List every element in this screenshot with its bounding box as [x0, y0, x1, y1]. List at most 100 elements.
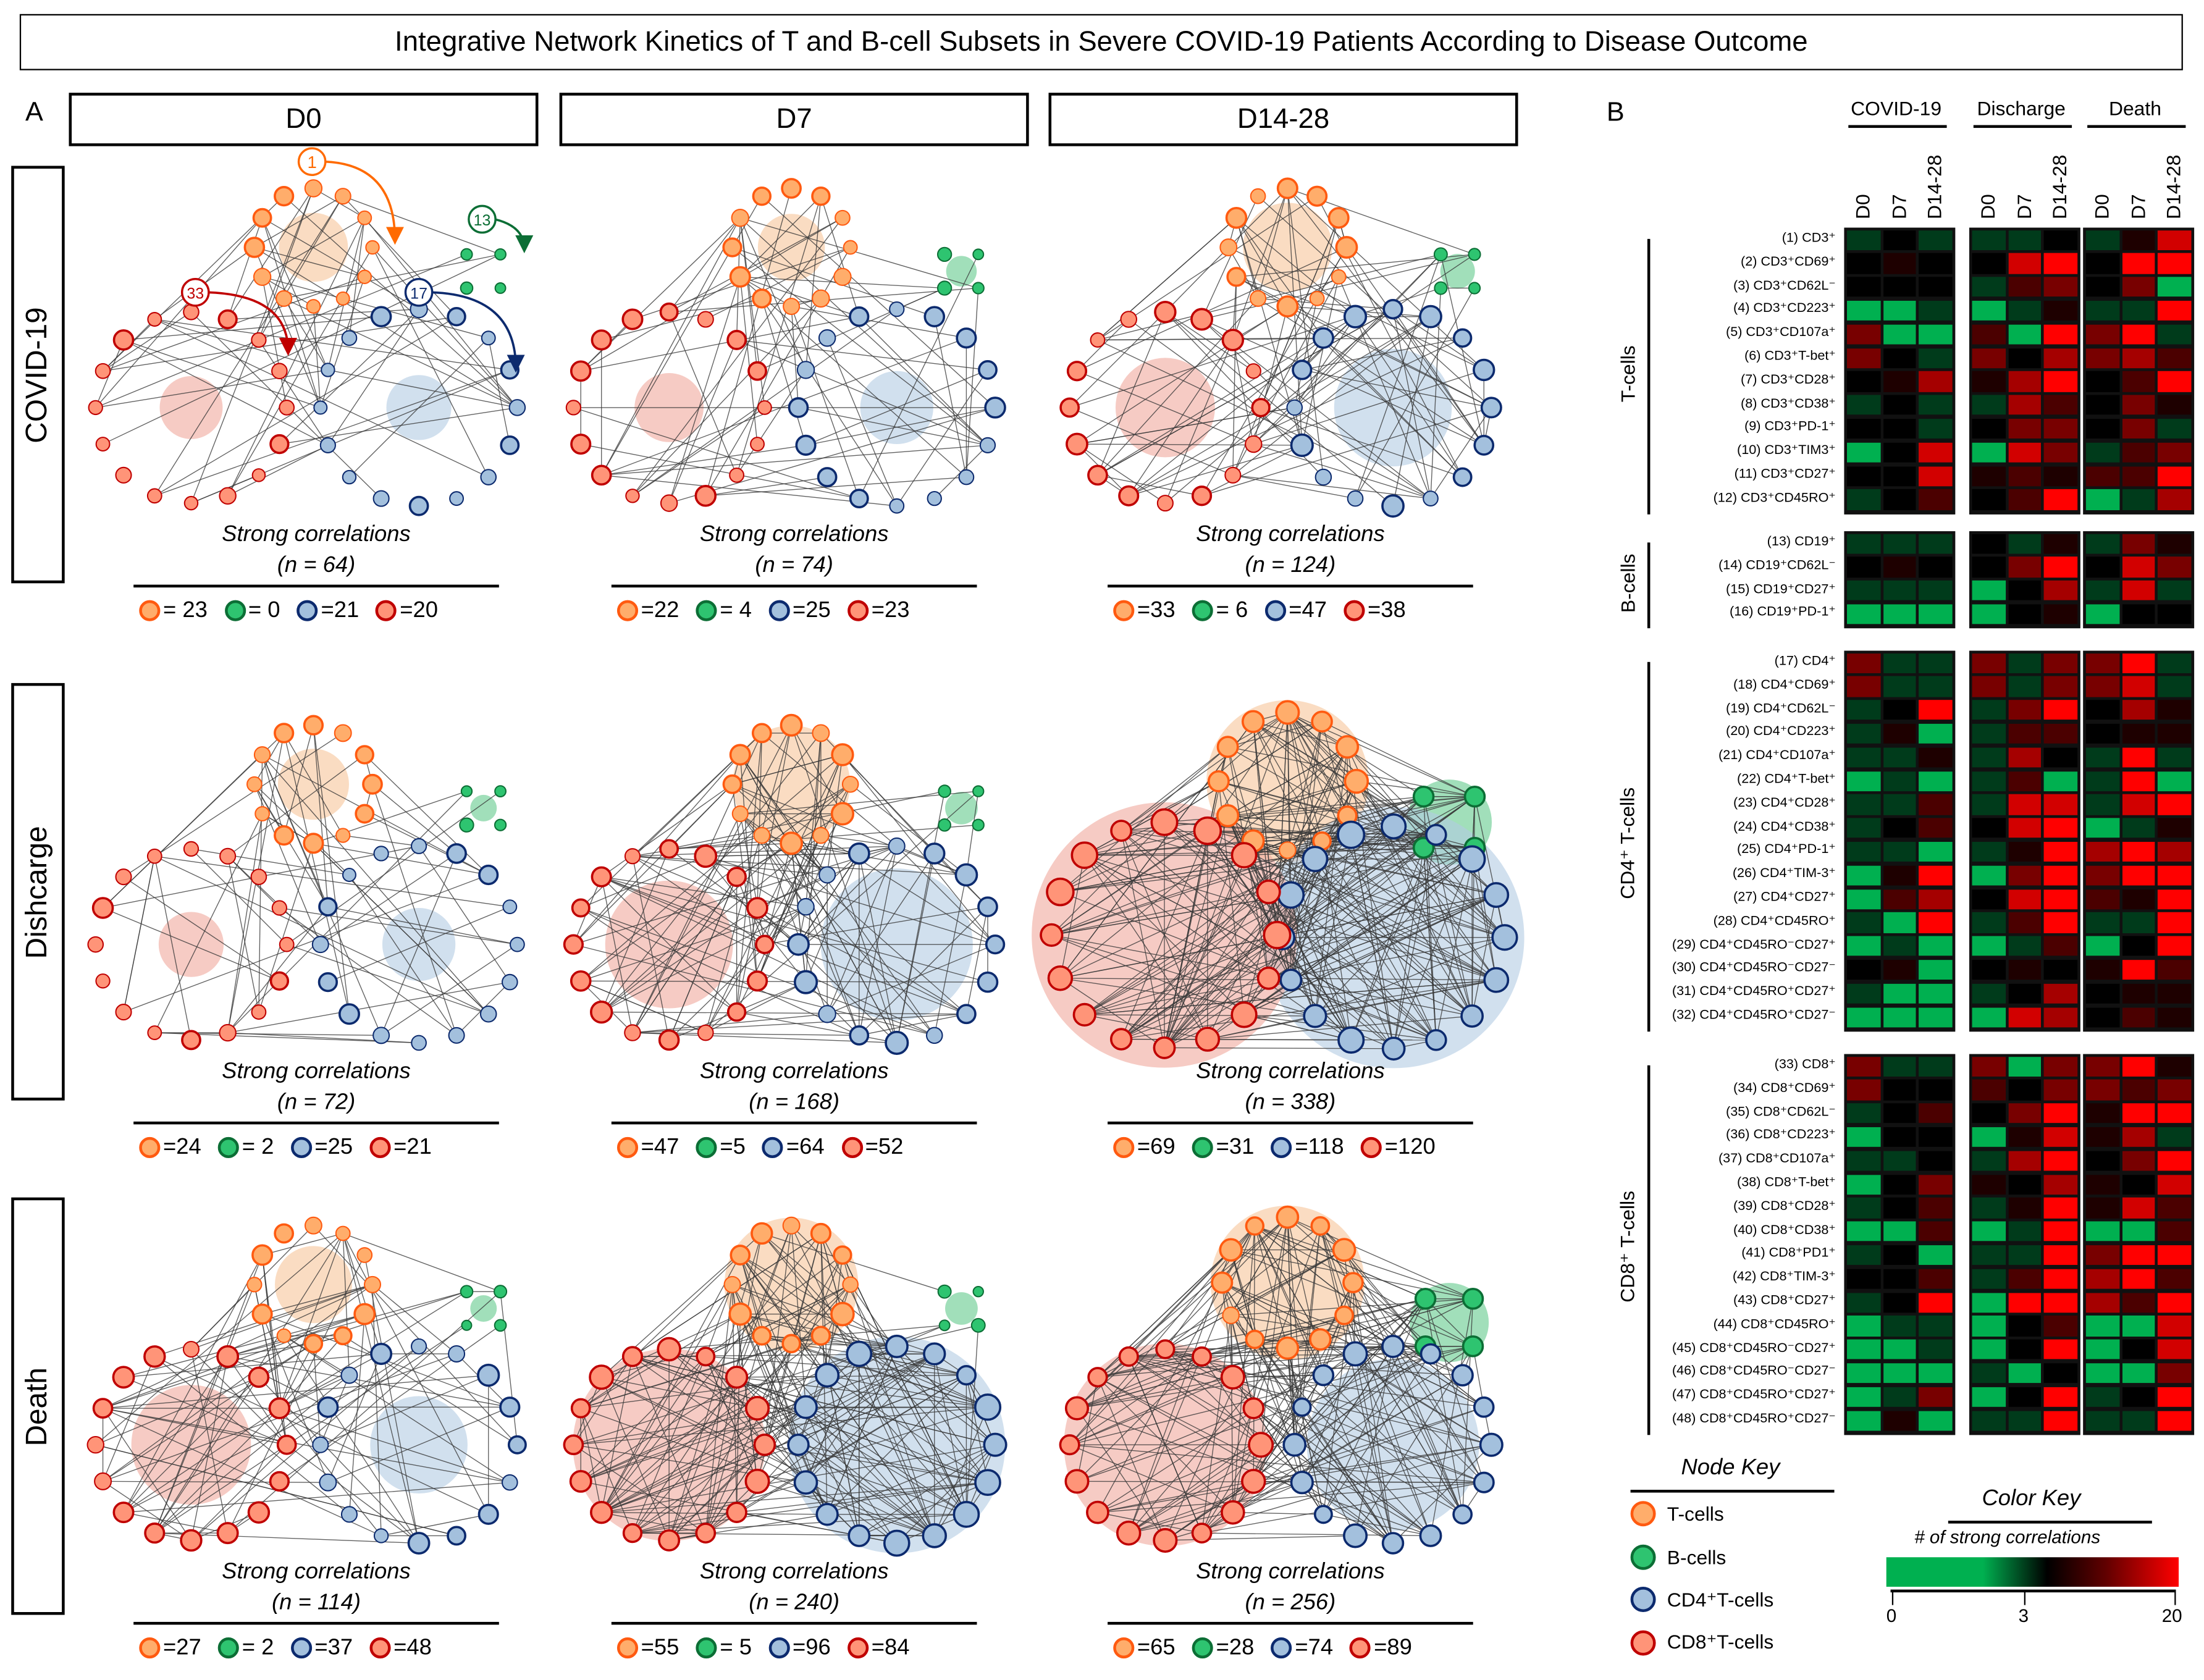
correlation-edge [764, 1254, 843, 1445]
caption-strong-correlations: Strong correlations [699, 523, 889, 547]
correlation-edge [791, 306, 967, 338]
correlation-edge [1290, 746, 1348, 896]
correlation-edge [258, 843, 314, 1012]
correlation-edge [668, 906, 807, 1041]
cd4-t-cell-node [974, 1393, 1002, 1421]
correlation-edge [343, 834, 419, 847]
correlation-edge [1097, 1377, 1394, 1544]
correlation-edge [1164, 340, 1234, 503]
t-cell-node [251, 1244, 274, 1266]
correlation-edge [1347, 815, 1394, 1049]
correlation-edge [632, 1014, 828, 1033]
heatmap-cell [2008, 794, 2042, 815]
cd8-t-cell-node [1248, 1432, 1274, 1458]
tick-mark [2174, 1590, 2176, 1605]
correlation-edge [1287, 712, 1437, 1041]
cd4-t-cell-node [1473, 358, 1495, 382]
correlation-edge [757, 835, 822, 981]
correlation-edge [739, 217, 758, 371]
heatmap-header-underline [2087, 125, 2186, 128]
correlation-edge [632, 813, 741, 1033]
heatmap-cell [1972, 936, 2006, 957]
correlation-edge [1059, 721, 1254, 979]
t-cell-node [1219, 1238, 1243, 1262]
correlation-edge [791, 1225, 935, 1536]
cd8-t-cell-node [570, 1398, 591, 1419]
cd8-t-cell-icon [1361, 1137, 1382, 1159]
correlation-edge [934, 316, 967, 477]
correlation-edge [1287, 188, 1484, 446]
t-cell-node [1207, 770, 1230, 792]
correlation-edge [1253, 1408, 1394, 1544]
correlation-edge [1424, 1298, 1484, 1483]
heatmap-cell [2121, 300, 2155, 321]
heatmap-cell [1847, 1292, 1880, 1312]
heatmap-cell [1847, 1221, 1880, 1242]
heatmap-cell [2121, 442, 2155, 463]
heatmap-cell [2157, 418, 2191, 439]
legend-count: =89 [1374, 1636, 1412, 1660]
cd4-t-cell-node [1302, 846, 1329, 873]
cd4-t-cell-node [500, 435, 520, 455]
correlation-edge [581, 980, 988, 983]
cd4-t-cell-icon [297, 600, 318, 622]
correlation-edge [1290, 894, 1437, 1041]
heatmap-cell [2008, 1410, 2042, 1430]
correlation-edge [1255, 1225, 1473, 1300]
heatmap-row-label: (27) CD4⁺CD27⁺ [1733, 889, 1836, 905]
correlation-edge [580, 1314, 741, 1409]
cd8-t-cell-node [658, 1529, 681, 1552]
correlation-edge [1290, 894, 1352, 1041]
cd4-t-cell-node [370, 1343, 393, 1365]
heatmap-cell [2085, 230, 2119, 250]
t-cell-node [811, 186, 831, 206]
heatmap-time-label: D7 [2012, 194, 2035, 219]
heatmap-cell [2157, 1316, 2191, 1337]
heatmap-cell [1972, 277, 2006, 298]
correlation-edge [757, 1408, 935, 1536]
heatmap-cell [1883, 1080, 1916, 1100]
heatmap-cell [1919, 604, 1952, 624]
correlation-edge [254, 784, 350, 875]
correlation-edge [279, 907, 518, 945]
heatmap-cell [2043, 676, 2077, 697]
correlation-edge [1121, 796, 1424, 1040]
legend-item-cd4-t-cell: =64 [762, 1136, 825, 1161]
correlation-edge [705, 1356, 765, 1445]
t-cell-node [1211, 1271, 1234, 1294]
heatmap-cell [1972, 747, 2006, 768]
correlation-edge [669, 1325, 945, 1350]
heatmap-row-label: (25) CD4⁺PD-1⁺ [1737, 842, 1836, 858]
legend-count: = 5 [720, 1636, 752, 1660]
heatmap-cell [1919, 230, 1952, 250]
correlation-count: (n = 256) [1245, 1590, 1336, 1615]
tick-label-3: 3 [2018, 1605, 2029, 1626]
cd4-t-cell-icon [1630, 1587, 1656, 1612]
cd8-t-cell-node [1046, 877, 1075, 907]
heatmap-cell [2121, 556, 2155, 578]
legend-item-cd8-t-cell: =84 [848, 1636, 909, 1661]
t-cell-node [731, 805, 749, 823]
correlation-edge [1344, 1250, 1463, 1515]
heatmap-cell [1919, 700, 1952, 720]
correlation-edge [668, 791, 945, 850]
t-cell-node [1245, 1329, 1265, 1350]
heatmap-row-label: (47) CD8⁺CD45RO⁺CD27⁺ [1672, 1387, 1836, 1403]
correlation-edge [95, 254, 467, 408]
heatmap-cell [1847, 700, 1880, 720]
heatmap-cell [1847, 580, 1880, 601]
correlation-edge [739, 754, 758, 981]
correlation-edge [102, 1356, 155, 1482]
node-layer [563, 1216, 1007, 1557]
correlation-edge [227, 1356, 329, 1408]
correlation-edge [573, 1356, 633, 1445]
cd4-t-cell-node [341, 330, 358, 346]
heatmap-cell [1883, 1410, 1916, 1430]
correlation-edge [1201, 407, 1492, 497]
cd8-t-cell-node [624, 848, 641, 865]
heatmap-cell [2043, 418, 2077, 439]
t-cell-cluster [1243, 203, 1332, 292]
correlation-edge [1051, 894, 1291, 936]
correlation-edge [1302, 1482, 1394, 1544]
heatmap-cell [2157, 395, 2191, 416]
